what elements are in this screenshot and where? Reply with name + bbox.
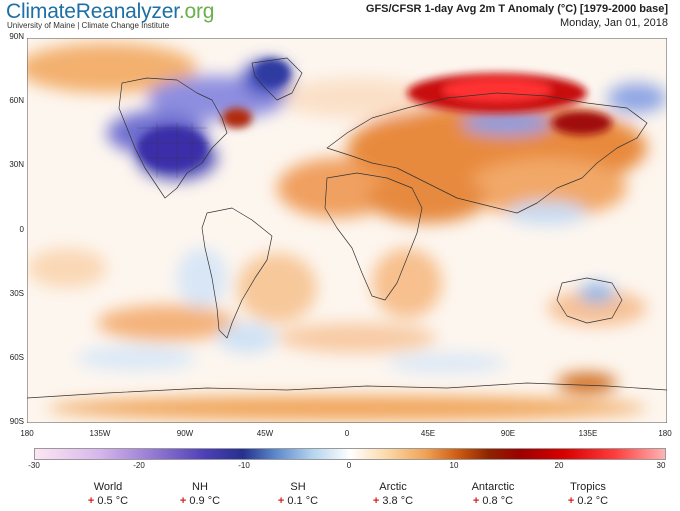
colorbar-tick: 10 — [449, 461, 459, 470]
stat-label: Arctic — [379, 481, 407, 493]
stat-tropics: Tropics +0.2 °C — [543, 481, 633, 507]
lat-label-60s: 60S — [9, 353, 24, 362]
stat-value: +0.2 °C — [567, 495, 609, 507]
lat-label-30s: 30S — [9, 289, 24, 298]
plus-icon: + — [567, 495, 575, 507]
stat-value: +0.1 °C — [277, 495, 319, 507]
stat-value: +0.9 °C — [179, 495, 221, 507]
lat-label-30n: 30N — [9, 160, 24, 169]
stat-sh: SH +0.1 °C — [253, 481, 343, 507]
colorbar-tick: 30 — [656, 461, 666, 470]
stat-antarctic: Antarctic +0.8 °C — [448, 481, 538, 507]
lon-label-180w: 180 — [20, 429, 34, 438]
plus-icon: + — [472, 495, 480, 507]
lon-label-0: 0 — [344, 429, 350, 438]
stat-value: +0.8 °C — [472, 495, 514, 507]
stat-label: World — [93, 481, 123, 493]
lon-label-135e: 135E — [578, 429, 598, 438]
lon-label-45e: 45E — [420, 429, 436, 438]
lat-label-90s: 90S — [9, 417, 24, 426]
stat-label: NH — [192, 481, 208, 493]
colorbar-tick: -30 — [28, 461, 40, 470]
lat-label-60n: 60N — [9, 96, 24, 105]
map-date: Monday, Jan 01, 2018 — [559, 17, 668, 29]
lat-label-0: 0 — [19, 225, 24, 234]
plus-icon: + — [179, 495, 187, 507]
stat-value: +0.5 °C — [87, 495, 129, 507]
lat-label-90n: 90N — [9, 32, 24, 41]
lon-label-135w: 135W — [89, 429, 111, 438]
colorbar — [34, 448, 666, 460]
lon-label-90w: 90W — [176, 429, 194, 438]
brand-org: .org — [178, 0, 215, 23]
plus-icon: + — [277, 495, 285, 507]
plus-icon: + — [372, 495, 380, 507]
stat-label: SH — [290, 481, 306, 493]
plus-icon: + — [87, 495, 95, 507]
stat-nh: NH +0.9 °C — [155, 481, 245, 507]
map-title: GFS/CFSR 1-day Avg 2m T Anomaly (°C) [19… — [365, 3, 668, 15]
colorbar-tick: 20 — [554, 461, 564, 470]
colorbar-tick: 0 — [346, 461, 352, 470]
stat-value: +3.8 °C — [372, 495, 414, 507]
lon-label-180e: 180 — [658, 429, 672, 438]
stat-arctic: Arctic +3.8 °C — [348, 481, 438, 507]
lon-label-45w: 45W — [256, 429, 274, 438]
stat-world: World +0.5 °C — [63, 481, 153, 507]
lon-label-90e: 90E — [500, 429, 516, 438]
anomaly-map — [27, 38, 667, 423]
brand-subtitle: University of Maine | Climate Change Ins… — [7, 21, 170, 30]
brand-logo: ClimateReanalyzer.org — [6, 0, 214, 24]
brand-main: ClimateReanalyzer.org — [6, 0, 215, 23]
colorbar-tick: -20 — [133, 461, 145, 470]
stat-label: Antarctic — [471, 481, 515, 493]
colorbar-tick: -10 — [238, 461, 250, 470]
stat-label: Tropics — [570, 481, 606, 493]
